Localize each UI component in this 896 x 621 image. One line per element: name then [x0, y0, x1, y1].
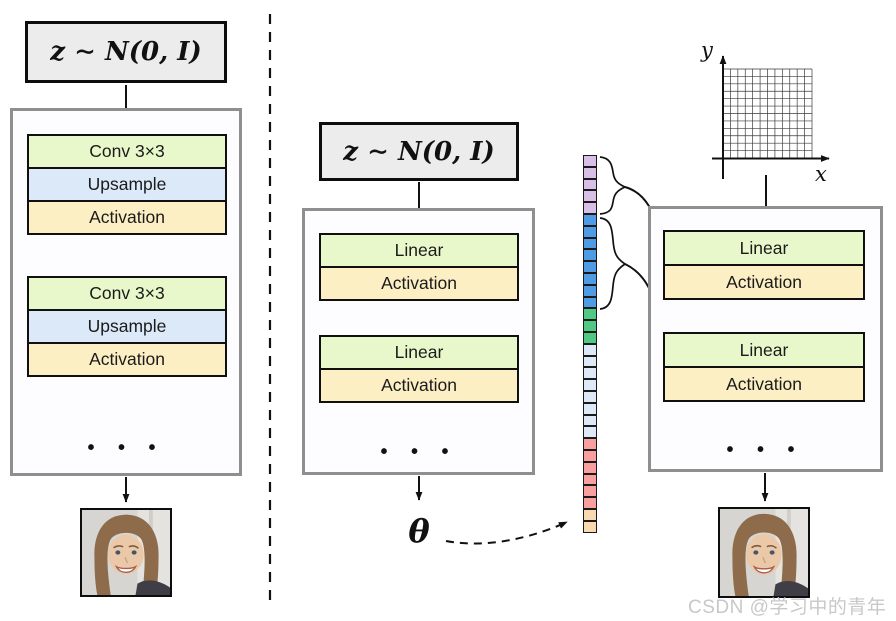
hyper-block-group-1: Linear Activation: [319, 233, 519, 301]
param-cell-blue: [583, 261, 597, 273]
conv-block: Conv 3×3: [27, 134, 227, 169]
conv-block-group-2: Conv 3×3 Upsample Activation: [27, 276, 227, 377]
latent-z-label: z ∼ N(0, I): [50, 37, 202, 67]
ellipsis-dots: • • •: [726, 439, 804, 461]
param-cell-blue: [583, 296, 597, 309]
param-cell-lavender: [583, 190, 597, 203]
param-cell-light-blue: [583, 379, 597, 391]
param-cell-light-blue: [583, 355, 597, 368]
hyper-block-group-2: Linear Activation: [319, 335, 519, 403]
param-cell-light-blue: [583, 367, 597, 380]
parameter-vector: [583, 155, 597, 533]
latent-z-box-left: z ∼ N(0, I): [25, 21, 227, 83]
watermark: CSDN @学习中的青年: [688, 597, 887, 618]
param-cell-light-blue: [583, 402, 597, 415]
param-cell-peach: [583, 520, 597, 533]
linear-block: Linear: [319, 335, 519, 370]
activation-block: Activation: [319, 368, 519, 403]
output-face-photo: [80, 508, 172, 597]
param-cell-lavender: [583, 178, 597, 191]
coordinate-grid: [722, 68, 813, 159]
param-cell-salmon: [583, 485, 597, 498]
theta-symbol: θ: [408, 512, 430, 550]
y-axis-label: y: [701, 38, 713, 62]
param-brace-bottom: [599, 217, 627, 310]
conv-block: Conv 3×3: [27, 276, 227, 311]
upsample-block: Upsample: [27, 309, 227, 344]
x-axis-label: x: [815, 162, 827, 186]
param-brace-top: [599, 156, 628, 215]
ellipsis-dots: • • •: [87, 437, 165, 459]
activation-block: Activation: [319, 266, 519, 301]
conv-block-group-1: Conv 3×3 Upsample Activation: [27, 134, 227, 235]
activation-block: Activation: [27, 200, 227, 235]
param-cell-blue: [583, 272, 597, 285]
param-cell-blue: [583, 213, 597, 226]
latent-z-label: z ∼ N(0, I): [343, 136, 495, 167]
ellipsis-dots: • • •: [380, 441, 458, 463]
param-cell-lavender: [583, 155, 597, 167]
param-cell-salmon: [583, 449, 597, 462]
activation-block: Activation: [27, 342, 227, 377]
activation-block: Activation: [663, 264, 865, 300]
param-cell-salmon: [583, 461, 597, 474]
linear-block: Linear: [663, 332, 865, 368]
param-cell-salmon: [583, 438, 597, 450]
theta-dashed-arrow: [445, 521, 568, 545]
param-cell-light-blue: [583, 390, 597, 403]
param-cell-blue: [583, 225, 597, 238]
param-cell-lavender: [583, 202, 597, 214]
param-cell-blue: [583, 284, 597, 297]
param-cell-salmon: [583, 497, 597, 509]
mlp-block-group-2: Linear Activation: [663, 332, 865, 402]
param-cell-light-blue: [583, 343, 597, 356]
param-cell-blue: [583, 237, 597, 250]
latent-z-box-middle: z ∼ N(0, I): [319, 122, 519, 181]
param-cell-peach: [583, 508, 597, 521]
woman-face-image: [720, 509, 808, 596]
upsample-block: Upsample: [27, 167, 227, 202]
param-cell-green: [583, 308, 597, 321]
mlp-block-group-1: Linear Activation: [663, 230, 865, 300]
output-face-photo: [718, 507, 810, 598]
param-cell-green: [583, 331, 597, 344]
woman-face-image: [82, 510, 170, 595]
param-cell-salmon: [583, 473, 597, 486]
param-cell-lavender: [583, 166, 597, 179]
param-cell-blue: [583, 249, 597, 262]
linear-block: Linear: [319, 233, 519, 268]
param-cell-light-blue: [583, 414, 597, 427]
param-cell-light-blue: [583, 426, 597, 439]
linear-block: Linear: [663, 230, 865, 266]
activation-block: Activation: [663, 366, 865, 402]
param-cell-green: [583, 320, 597, 332]
